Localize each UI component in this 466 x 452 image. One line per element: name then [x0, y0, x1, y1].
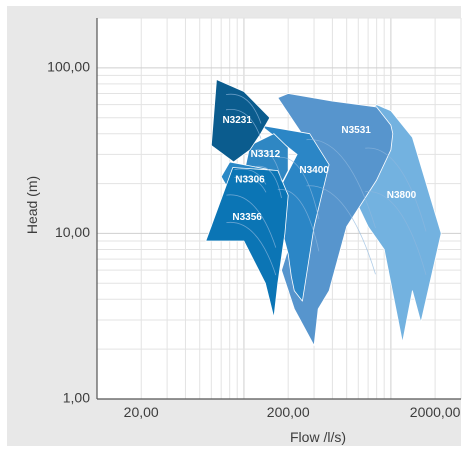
label-n3312: N3312: [251, 149, 281, 160]
pump-sub-curves: [225, 93, 427, 276]
y-tick-label: 1,00: [63, 390, 90, 406]
x-tick-labels: 20,00 200,00 2000,00: [124, 404, 461, 420]
label-n3356: N3356: [232, 212, 262, 223]
label-n3800: N3800: [387, 190, 417, 201]
y-tick-label: 100,00: [47, 59, 90, 75]
x-tick-label: 200,00: [267, 404, 310, 420]
region-labels: N3800 N3531 N3400 N3312 N3231 N3306 N3356: [222, 115, 416, 223]
label-n3400: N3400: [299, 165, 329, 176]
sub-curve-n3356: [226, 222, 277, 276]
x-tick-label: 20,00: [124, 404, 159, 420]
sub-curve-n3800: [365, 191, 427, 276]
sub-curve-n3306: [234, 176, 267, 193]
x-tick-label: 2000,00: [410, 404, 461, 420]
sub-curve-n3231: [225, 108, 262, 139]
label-n3231: N3231: [222, 115, 252, 126]
sub-curve-n3400: [277, 156, 320, 220]
pump-regions: [205, 79, 442, 347]
y-axis-label: Head (m): [24, 176, 40, 234]
sub-curve-n3356: [226, 194, 277, 248]
sub-curve-n3312: [254, 165, 282, 199]
x-axis-label: Flow /l/s): [290, 429, 346, 445]
sub-curve-n3306: [234, 168, 267, 185]
sub-curve-n3231: [225, 93, 262, 124]
y-tick-label: 10,00: [55, 224, 90, 240]
label-n3531: N3531: [341, 125, 371, 136]
sub-curve-n3312: [254, 149, 282, 182]
sub-curve-n3400: [277, 189, 320, 252]
y-tick-labels: 1,00 10,00 100,00: [47, 59, 90, 406]
label-n3306: N3306: [235, 175, 265, 186]
region-n3231: [210, 79, 271, 163]
sub-curve-n3531: [306, 185, 376, 275]
sub-curve-n3531: [306, 139, 376, 229]
sub-curve-n3800: [365, 147, 427, 232]
region-n3356: [205, 167, 289, 319]
